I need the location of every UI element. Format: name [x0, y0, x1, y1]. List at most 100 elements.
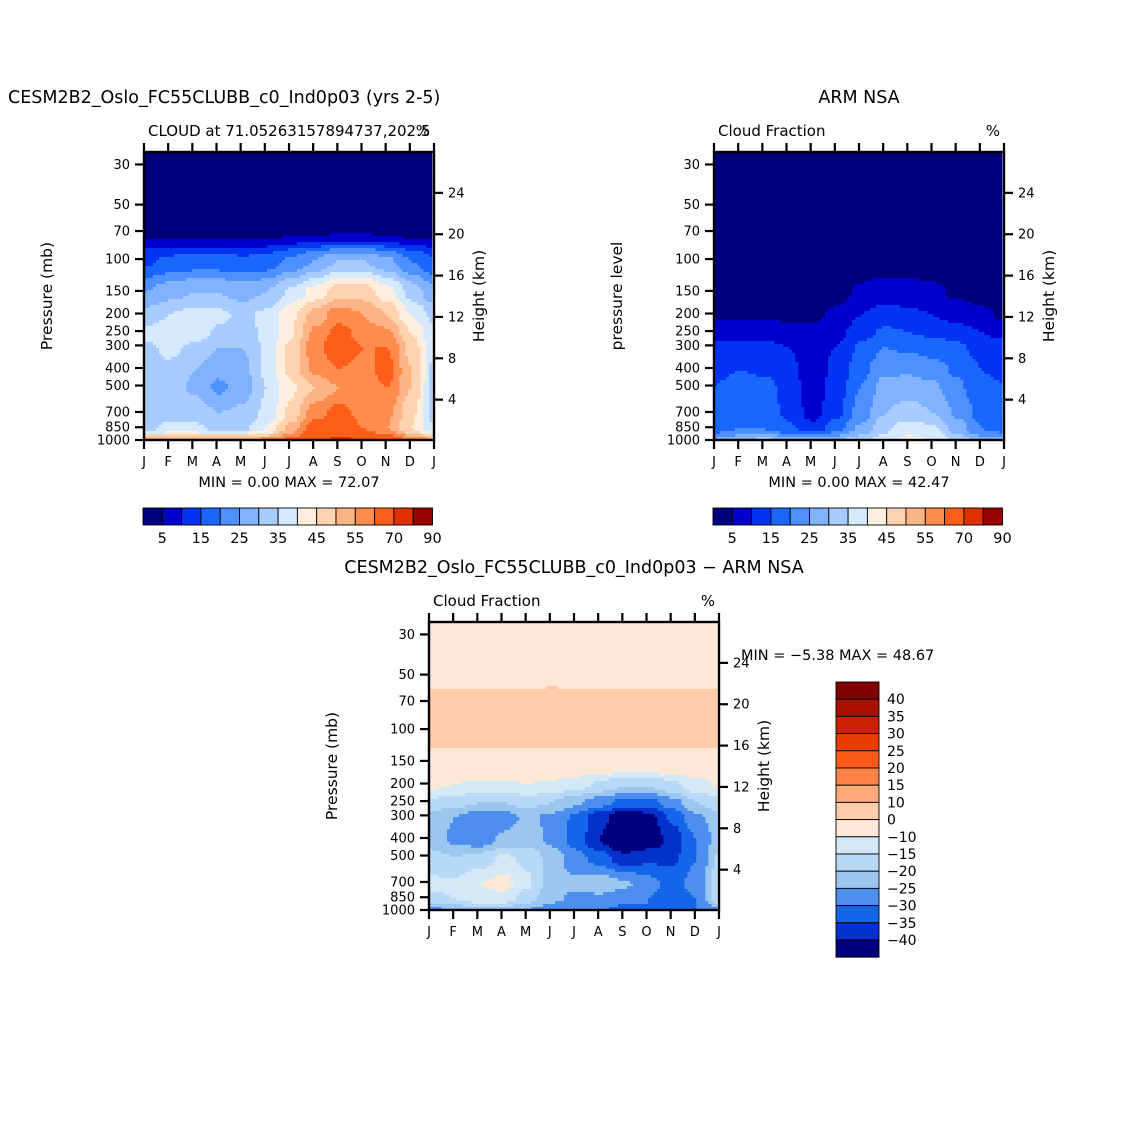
colorbar-tick-label: −25 [887, 881, 917, 897]
panel-title: CESM2B2_Oslo_FC55CLUBB_c0_Ind0p03 − ARM … [344, 558, 803, 578]
height-tick-label: 24 [733, 656, 750, 671]
colorbar-cell [835, 698, 880, 717]
pressure-tick-label: 100 [105, 253, 130, 268]
height-tick-label: 8 [733, 822, 741, 837]
month-tick-label: J [547, 925, 552, 940]
panel-obs-cloud: ARM NSA Cloud Fraction% 30 50 70 100 150 200 250… [570, 0, 1130, 547]
colorbar-tick-label: 25 [800, 531, 818, 547]
contour-field [714, 152, 1003, 440]
month-tick-label: J [1001, 455, 1006, 470]
month-tick-label: D [690, 925, 700, 940]
height-tick-label: 24 [1018, 186, 1035, 201]
colorbar-cell [200, 507, 221, 526]
colorbar-cell [835, 715, 880, 735]
colorbar-cell [835, 801, 880, 821]
pressure-tick-label: 500 [390, 849, 415, 864]
height-tick-label: 12 [1018, 310, 1035, 325]
y-axis-label: pressure level [608, 242, 626, 351]
pressure-tick-label: 150 [390, 754, 415, 769]
colorbar-tick-label: 25 [230, 531, 248, 547]
colorbar-cell [963, 507, 984, 526]
month-tick-label: J [832, 455, 837, 470]
height-tick-label: 24 [448, 186, 465, 201]
pressure-tick-label: 400 [390, 832, 415, 847]
pressure-tick-label: 50 [113, 198, 130, 213]
pressure-tick-label: 70 [113, 225, 130, 240]
colorbar-cell [835, 887, 880, 907]
colorbar-tick-label: −20 [887, 864, 917, 880]
pressure-tick-label: 700 [675, 405, 700, 420]
month-tick-label: S [333, 455, 341, 470]
month-tick-label: J [286, 455, 291, 470]
min-max-label: MIN = 0.00 MAX = 72.07 [198, 475, 379, 491]
pressure-tick-label: 400 [675, 362, 700, 377]
pressure-tick-label: 1000 [382, 904, 415, 919]
colorbar-tick-label: −30 [887, 899, 917, 915]
pressure-tick-label: 500 [675, 379, 700, 394]
month-tick-label: J [571, 925, 576, 940]
month-tick-label: F [449, 925, 456, 940]
panel-unit-label: % [701, 592, 715, 610]
panel-subtitle: Cloud Fraction [718, 122, 826, 140]
month-tick-label: J [856, 455, 861, 470]
colorbar-cell [835, 905, 880, 924]
height-tick-label: 16 [733, 739, 750, 754]
colorbar-tick-label: 25 [887, 744, 905, 760]
height-tick-label: 8 [1018, 352, 1026, 367]
colorbar-cell [982, 507, 1003, 526]
pressure-tick-label: 30 [398, 628, 415, 643]
month-tick-label: J [711, 455, 716, 470]
month-tick-label: A [879, 455, 888, 470]
month-tick-label: M [472, 925, 483, 940]
colorbar-cell [835, 870, 880, 889]
pressure-tick-label: 700 [105, 405, 130, 420]
pressure-tick-label: 1000 [667, 434, 700, 449]
colorbar-tick-label: 55 [916, 531, 934, 547]
month-tick-label: S [903, 455, 911, 470]
colorbar-tick-label: 30 [887, 727, 905, 743]
colorbar-cell [835, 750, 880, 769]
pressure-tick-label: 200 [390, 777, 415, 792]
height-tick-label: 8 [448, 352, 456, 367]
height-tick-label: 4 [733, 863, 741, 878]
month-tick-label: J [262, 455, 267, 470]
colorbar-tick-label: 5 [158, 531, 167, 547]
pressure-tick-label: 250 [390, 795, 415, 810]
month-tick-label: N [951, 455, 961, 470]
height-tick-label: 16 [1018, 269, 1035, 284]
colorbar-tick-label: 90 [423, 531, 441, 547]
panel-difference: CESM2B2_Oslo_FC55CLUBB_c0_Ind0p03 − ARM … [285, 470, 934, 958]
month-tick-label: F [164, 455, 171, 470]
colorbar-tick-label: 45 [307, 531, 325, 547]
pressure-tick-label: 300 [105, 339, 130, 354]
colorbar-cell [412, 507, 433, 526]
colorbar-cell [835, 784, 880, 803]
pressure-tick-label: 30 [683, 158, 700, 173]
colorbar-cell [219, 507, 240, 526]
colorbar-tick-label: 15 [192, 531, 210, 547]
height-tick-label: 12 [733, 780, 750, 795]
colorbar-cell [835, 733, 880, 752]
min-max-label: MIN = −5.38 MAX = 48.67 [741, 648, 934, 664]
height-tick-label: 20 [1018, 228, 1035, 243]
pressure-tick-label: 150 [675, 284, 700, 299]
colorbar-tick-label: 70 [955, 531, 973, 547]
pressure-tick-label: 30 [113, 158, 130, 173]
colorbar-tick-label: 35 [887, 709, 905, 725]
pressure-tick-label: 850 [105, 421, 130, 436]
month-tick-label: A [497, 925, 506, 940]
pressure-tick-label: 850 [675, 421, 700, 436]
panel-subtitle: Cloud Fraction [433, 592, 541, 610]
y2-axis-label: Height (km) [470, 250, 488, 342]
pressure-tick-label: 50 [683, 198, 700, 213]
height-tick-label: 16 [448, 269, 465, 284]
month-tick-label: D [405, 455, 415, 470]
month-tick-label: N [381, 455, 391, 470]
pressure-tick-label: 300 [390, 809, 415, 824]
month-tick-label: A [594, 925, 603, 940]
panel-unit-label: % [416, 122, 430, 140]
colorbar-tick-label: 20 [887, 761, 905, 777]
colorbar-cell [944, 507, 965, 526]
colorbar-tick-label: 0 [887, 813, 896, 829]
pressure-tick-label: 200 [105, 307, 130, 322]
